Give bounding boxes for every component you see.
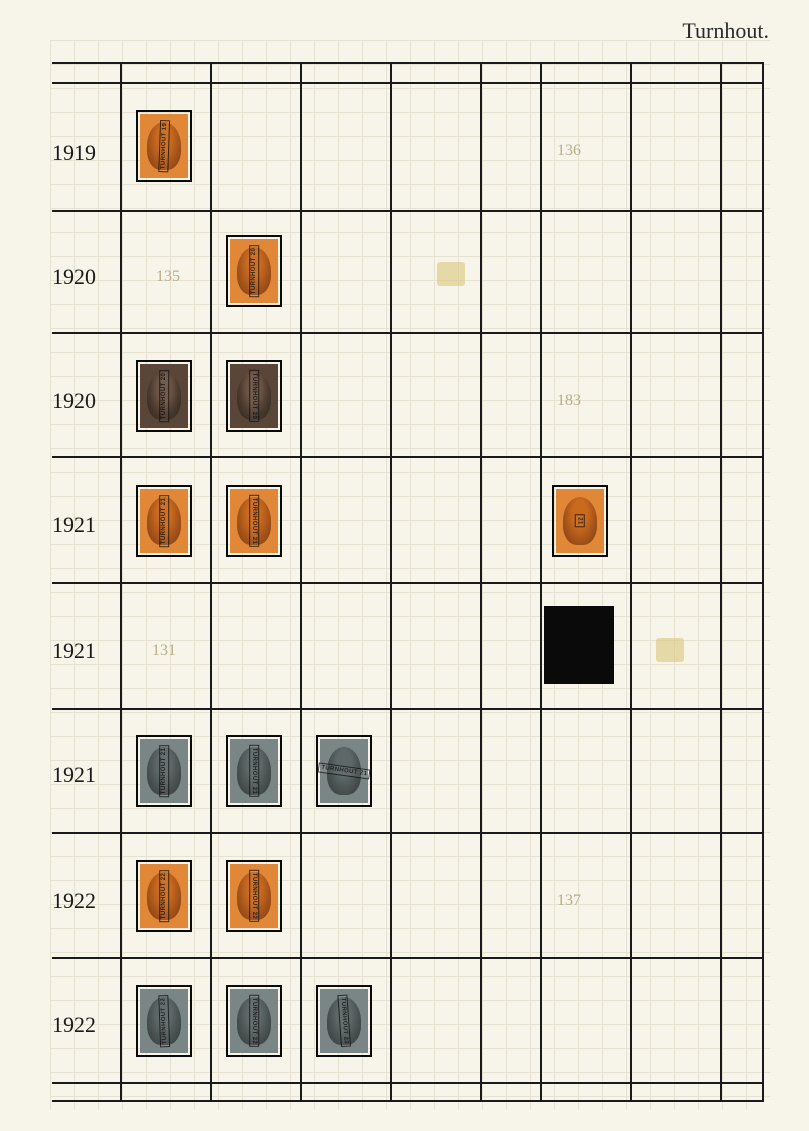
album-page: Turnhout. 191919201920192119211921192219… [0,0,809,1131]
stamp: TURNHOUT 21 [316,735,372,807]
table-hline [52,1100,762,1102]
overprint-text: TURNHOUT 22 [158,995,170,1048]
pencil-note: 135 [156,268,180,286]
stamp: TURNHOUT 20 [226,360,282,432]
stamp-hinge [656,638,684,662]
table-vline [480,62,482,1102]
overprint-text: TURNHOUT 20 [249,370,259,422]
table-vline [720,62,722,1102]
stamp: TURNHOUT 22 [136,985,192,1057]
table-hline [52,82,762,84]
stamp: TURNHOUT 22 [316,985,372,1057]
overprint-text: TURNHOUT 20 [159,370,169,422]
stamp: TURNHOUT 20 [226,235,282,307]
corner-bracket [744,62,764,82]
table-frame: 1919 1920 1920 1921 1921 1921 1922 1922 136 135 1… [52,62,762,1102]
pencil-note: 137 [557,892,581,910]
black-mount [544,606,614,684]
year-label: 1921 [52,638,112,664]
overprint-text: TURNHOUT 21 [249,495,259,547]
stamp: 21 [552,485,608,557]
pencil-note: 136 [557,142,581,160]
table-vline [540,62,542,1102]
table-vline [120,62,122,1102]
table-hline [52,1082,762,1084]
stamp: TURNHOUT 22 [226,860,282,932]
year-label: 1920 [52,264,112,290]
pencil-note: 183 [557,392,581,410]
page-title: Turnhout. [682,18,769,44]
overprint-text: TURNHOUT 22 [249,995,259,1047]
overprint-text: 21 [575,514,585,527]
stamp: TURNHOUT 22 [226,985,282,1057]
table-hline [52,708,762,710]
stamp: TURNHOUT 21 [136,485,192,557]
year-label: 1922 [52,1012,112,1038]
table-vline [210,62,212,1102]
year-label: 1922 [52,888,112,914]
overprint-text: TURNHOUT 22 [159,870,169,922]
stamp: TURNHOUT 21 [136,735,192,807]
table-hline [52,582,762,584]
year-label: 1921 [52,512,112,538]
stamp-hinge [437,262,465,286]
overprint-text: TURNHOUT 21 [159,495,169,547]
table-hline [52,62,762,64]
year-label: 1920 [52,388,112,414]
overprint-text: TURNHOUT 21 [159,745,169,797]
overprint-text: TURNHOUT 19 [158,120,170,173]
overprint-text: TURNHOUT 20 [249,245,259,297]
overprint-text: TURNHOUT 21 [249,745,259,797]
table-hline [52,957,762,959]
year-label: 1921 [52,762,112,788]
stamp: TURNHOUT 22 [136,860,192,932]
stamp: TURNHOUT 20 [136,360,192,432]
pencil-note: 131 [152,642,176,660]
stamp: TURNHOUT 19 [136,110,192,182]
overprint-text: TURNHOUT 22 [249,870,259,922]
table-hline [52,832,762,834]
table-hline [52,210,762,212]
corner-bracket [744,1082,764,1102]
year-label: 1919 [52,140,112,166]
table-hline [52,456,762,458]
stamp: TURNHOUT 21 [226,735,282,807]
table-vline [762,62,764,1102]
table-vline [390,62,392,1102]
table-vline [300,62,302,1102]
stamp: TURNHOUT 21 [226,485,282,557]
table-vline [630,62,632,1102]
table-hline [52,332,762,334]
